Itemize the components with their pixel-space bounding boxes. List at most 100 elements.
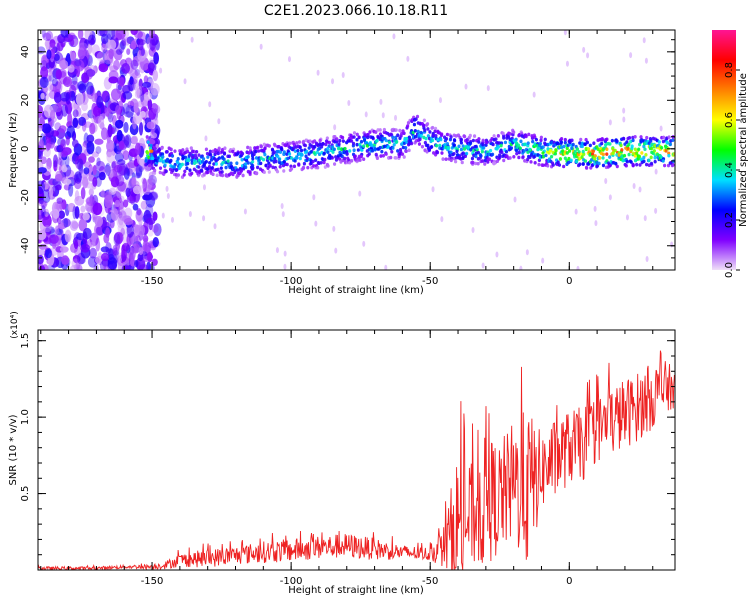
heat-cell xyxy=(78,83,87,94)
heat-cell xyxy=(474,154,478,159)
heat-cell xyxy=(630,146,634,151)
heat-cell xyxy=(101,43,107,53)
heat-cell xyxy=(95,226,104,236)
heat-cell xyxy=(147,251,153,263)
heat-cell xyxy=(512,130,516,135)
heat-cell xyxy=(144,159,148,163)
heat-cell xyxy=(138,166,144,173)
heat-cell xyxy=(407,135,411,140)
heat-cell xyxy=(220,147,225,152)
heat-cell xyxy=(349,133,353,138)
heat-cell xyxy=(278,164,282,169)
heat-cell xyxy=(499,143,503,148)
heat-cell xyxy=(463,154,468,158)
heat-cell xyxy=(629,52,633,59)
heat-cell xyxy=(359,139,364,144)
heat-cell xyxy=(428,130,432,134)
heat-cell xyxy=(252,152,256,157)
heat-cell xyxy=(121,37,127,47)
heat-cell xyxy=(229,161,233,166)
heat-cell xyxy=(53,102,63,113)
heat-cell xyxy=(543,141,547,145)
heat-cell xyxy=(70,38,75,46)
heat-cell xyxy=(502,158,506,163)
heat-cell xyxy=(248,146,252,150)
heat-cell xyxy=(610,138,614,143)
heat-cell xyxy=(484,140,488,145)
heat-cell xyxy=(635,162,639,167)
heat-cell xyxy=(400,152,405,156)
heat-cell xyxy=(371,148,375,153)
heat-cell xyxy=(61,104,69,117)
heat-cell xyxy=(92,165,97,176)
heat-cell xyxy=(217,146,221,151)
heat-cell xyxy=(134,259,139,268)
heat-cell xyxy=(256,165,260,170)
heat-cell xyxy=(588,153,592,157)
heat-cell xyxy=(69,220,79,232)
heat-cell xyxy=(580,144,584,149)
heat-cell xyxy=(639,135,643,139)
heat-cell xyxy=(407,148,411,153)
heat-cell xyxy=(137,100,145,108)
spectrogram-heatmap xyxy=(38,30,675,270)
heat-cell xyxy=(121,63,130,74)
heat-cell xyxy=(431,133,435,137)
heat-cell xyxy=(358,158,362,162)
heat-cell xyxy=(107,123,113,138)
heat-cell xyxy=(130,234,139,247)
heat-cell xyxy=(222,151,227,156)
heat-cell xyxy=(55,173,63,182)
heat-cell xyxy=(515,151,519,156)
heat-cell xyxy=(332,225,336,232)
heat-cell xyxy=(244,165,248,170)
heat-cell xyxy=(164,169,168,174)
heat-cell xyxy=(259,156,263,160)
heat-cell xyxy=(533,160,537,165)
heat-cell xyxy=(519,265,523,270)
heat-cell xyxy=(549,154,554,159)
heat-cell xyxy=(117,224,127,233)
heat-cell xyxy=(176,173,181,177)
heat-cell xyxy=(94,138,104,145)
heat-cell xyxy=(514,148,519,153)
heat-cell xyxy=(608,155,612,159)
heat-cell xyxy=(585,140,589,145)
heat-cell xyxy=(100,189,106,198)
heat-cell xyxy=(41,189,51,204)
heat-cell xyxy=(58,143,65,153)
heat-cell xyxy=(47,81,54,92)
heat-cell xyxy=(138,78,143,91)
heat-cell xyxy=(82,176,89,189)
heat-cell xyxy=(481,262,485,269)
heat-cell xyxy=(123,111,134,118)
heat-cell xyxy=(45,226,56,234)
heat-cell xyxy=(148,107,157,120)
heat-cell xyxy=(183,78,187,85)
heat-cell xyxy=(54,225,59,235)
y-tick-label: -40 xyxy=(20,238,31,254)
heat-cell xyxy=(571,142,575,147)
heat-cell xyxy=(159,67,163,74)
heat-cell xyxy=(322,151,326,156)
heat-cell xyxy=(53,53,60,62)
heat-cell xyxy=(199,155,203,159)
heat-cell xyxy=(181,156,185,161)
heat-cell xyxy=(204,159,208,164)
snr-scale-label: (x10⁴) xyxy=(10,311,20,338)
heat-cell xyxy=(615,164,619,169)
heat-cell xyxy=(190,155,195,159)
heat-cell xyxy=(65,135,70,146)
heat-cell xyxy=(116,129,123,142)
heat-cell xyxy=(189,146,193,150)
heat-cell xyxy=(480,149,484,154)
heat-cell xyxy=(209,158,214,162)
heat-cell xyxy=(202,163,206,167)
heat-cell xyxy=(323,165,327,169)
heat-cell xyxy=(391,135,395,140)
heat-cell xyxy=(165,185,169,192)
heat-cell xyxy=(277,157,281,162)
heat-cell xyxy=(104,194,114,209)
heat-cell xyxy=(295,141,299,145)
heat-cell xyxy=(135,234,141,248)
